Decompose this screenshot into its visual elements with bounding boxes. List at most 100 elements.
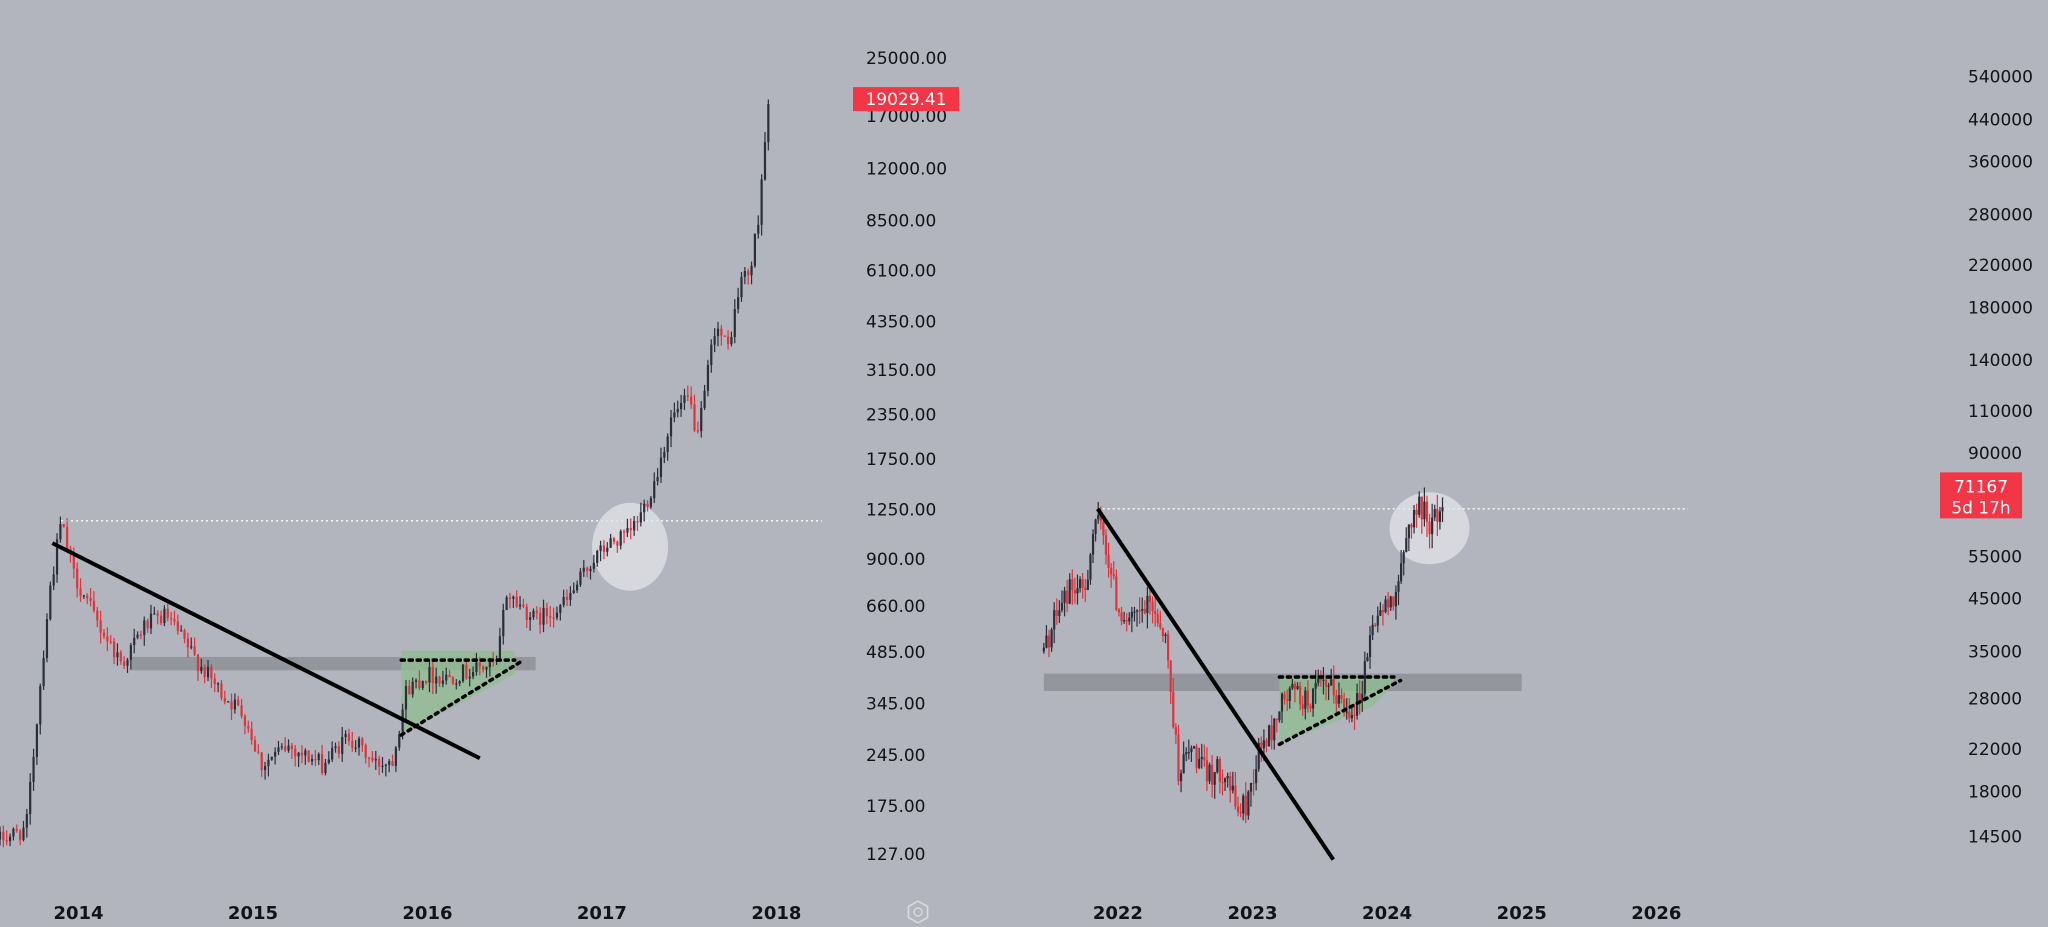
left-candle-body — [196, 654, 200, 672]
right-candle-body — [1068, 579, 1071, 604]
right-candle-body — [1078, 579, 1082, 589]
left-y-tick-label: 1250.00 — [866, 501, 936, 521]
left-candle-body — [716, 328, 720, 337]
right-price-tag-bg — [1940, 472, 2022, 519]
logo-hexagon-icon — [907, 900, 929, 924]
left-x-tick-label: 2015 — [228, 903, 278, 924]
right-candle-body — [1306, 690, 1309, 706]
left-candle-body — [8, 836, 12, 842]
right-candle-body — [1218, 759, 1221, 783]
left-candle-body — [398, 734, 401, 748]
left-candle-body — [730, 336, 733, 345]
right-candle-body — [1117, 609, 1121, 613]
left-candle-body — [606, 547, 609, 552]
left-candle-body — [572, 590, 575, 593]
right-candle-body — [1371, 624, 1374, 636]
left-candle-body — [700, 407, 703, 432]
right-candle-body — [1110, 567, 1113, 575]
left-candle-body — [143, 620, 146, 636]
left-y-tick-label: 4350.00 — [866, 313, 936, 333]
left-candle-body — [461, 664, 465, 682]
left-candle-body — [448, 674, 451, 678]
left-candle-body — [96, 610, 99, 621]
right-candle-body — [1317, 678, 1320, 684]
right-x-tick-label: 2025 — [1497, 903, 1547, 924]
left-candle-body — [307, 750, 310, 762]
right-candle-body — [1324, 679, 1328, 687]
right-x-tick-label: 2023 — [1227, 903, 1277, 924]
right-candle-body — [1138, 610, 1141, 612]
right-y-tick-label: 35000 — [1968, 643, 2022, 663]
left-candle-body — [230, 701, 233, 710]
right-price-tag-countdown: 5d 17h — [1951, 498, 2010, 518]
left-candle-body — [690, 396, 693, 405]
left-candle-body — [656, 476, 659, 482]
right-triangle-bottom — [1277, 678, 1403, 747]
right-candle-body — [1097, 515, 1100, 520]
right-candle-body — [1314, 683, 1317, 689]
left-candle-body — [166, 608, 169, 618]
left-candle-body — [287, 745, 290, 751]
right-candle-body — [1172, 691, 1175, 727]
left-candle-body — [297, 752, 300, 757]
left-candle-body — [767, 104, 770, 143]
right-candle-body — [1278, 711, 1281, 721]
left-candle-body — [589, 568, 592, 572]
left-candle-body — [760, 179, 763, 225]
right-candle-body — [1042, 647, 1045, 652]
left-candle-body — [569, 592, 572, 600]
left-candle-body — [669, 417, 673, 437]
left-candles — [0, 99, 770, 848]
right-candle-body — [1374, 624, 1377, 627]
left-candle-body — [371, 757, 374, 761]
left-candle-body — [270, 756, 273, 760]
left-candle-body — [354, 747, 357, 749]
left-candle-body — [626, 527, 629, 533]
left-candle-body — [327, 759, 330, 763]
left-candle-body — [62, 524, 65, 527]
left-candle-body — [381, 765, 384, 767]
right-candle-body — [1182, 754, 1185, 774]
left-candle-body — [706, 364, 710, 391]
right-candle-body — [1291, 683, 1294, 689]
left-candle-body — [431, 666, 434, 684]
left-candle-body — [32, 756, 35, 782]
left-candle-body — [488, 659, 491, 668]
left-candle-body — [260, 752, 263, 771]
left-candle-body — [723, 335, 726, 337]
right-candle-body — [1128, 617, 1131, 622]
right-candle-body — [1343, 699, 1346, 712]
right-candle-body — [1047, 635, 1051, 648]
left-y-tick-label: 127.00 — [866, 845, 925, 865]
right-candle-body — [1104, 535, 1108, 555]
right-candle-body — [1267, 725, 1271, 747]
right-x-axis: 2022 2023 2024 2025 2026 — [1093, 903, 1682, 924]
right-candle-body — [1433, 508, 1436, 518]
right-candle-body — [1076, 588, 1079, 594]
right-candle-body — [1130, 611, 1133, 618]
left-candle-body — [515, 596, 518, 607]
right-candle-body — [1229, 776, 1232, 791]
right-candle-body — [1402, 552, 1405, 564]
right-y-tick-label: 14500 — [1968, 828, 2022, 848]
right-candle-body — [1311, 688, 1315, 709]
left-candle-body — [666, 436, 669, 452]
right-candle-body — [1304, 690, 1307, 709]
right-y-tick-label: 18000 — [1968, 782, 2022, 802]
left-candle-body — [361, 738, 364, 746]
left-candle-body — [643, 503, 646, 513]
left-candle-body — [532, 610, 535, 618]
right-candle-body — [1073, 590, 1077, 594]
right-candle-body — [1161, 627, 1165, 637]
left-candle-body — [586, 567, 589, 572]
right-candle-body — [1273, 718, 1276, 741]
left-candle-body — [102, 632, 106, 637]
left-candle-body — [559, 605, 562, 613]
left-candle-body — [639, 512, 642, 523]
right-candle-body — [1431, 517, 1434, 535]
right-x-tick-label: 2026 — [1631, 903, 1681, 924]
left-candle-body — [119, 652, 122, 662]
left-candle-body — [629, 527, 632, 531]
left-downtrend-line — [51, 541, 481, 761]
